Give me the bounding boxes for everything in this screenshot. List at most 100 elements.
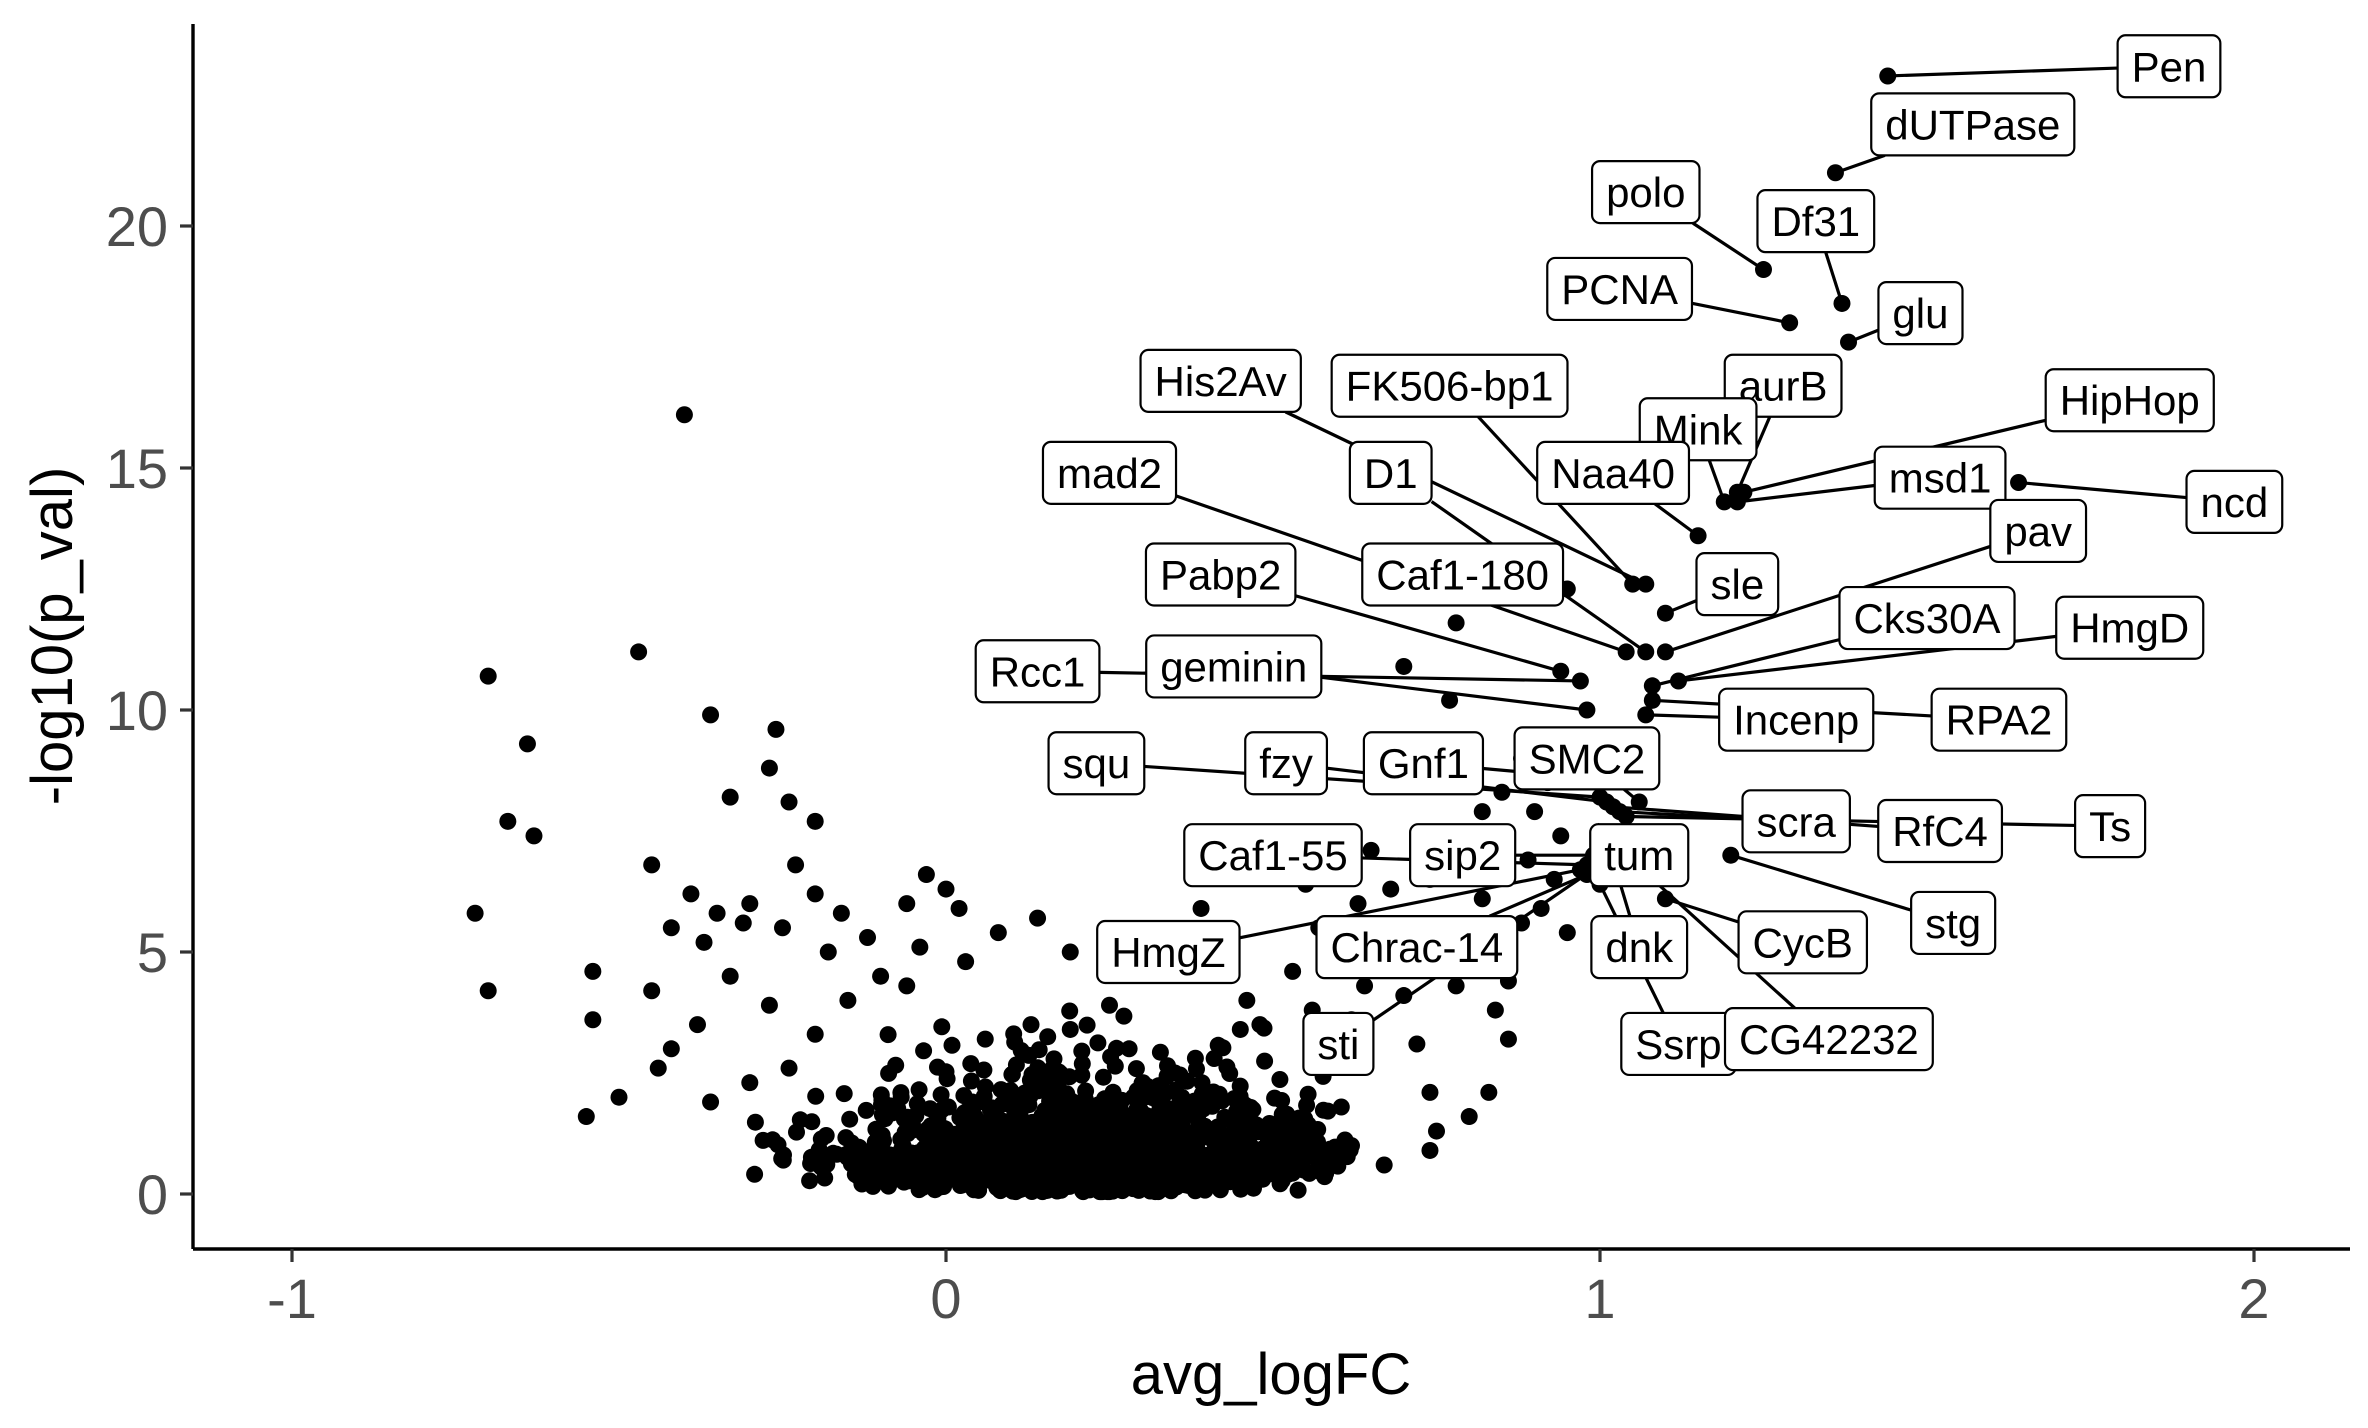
data-point: [1151, 1043, 1169, 1061]
gene-label-hmgz: HmgZ: [1111, 929, 1225, 976]
gene-label-msd1: msd1: [1889, 455, 1992, 502]
gene-label-sle: sle: [1710, 561, 1764, 608]
data-point: [1082, 1143, 1100, 1161]
data-point: [764, 1131, 782, 1149]
data-point: [1155, 1085, 1173, 1103]
data-point: [1005, 1098, 1023, 1116]
gene-label-chrac-14: Chrac-14: [1331, 924, 1504, 971]
data-point: [915, 1125, 933, 1143]
data-point: [1071, 1129, 1089, 1147]
gene-label-box-df31: [1756, 189, 1876, 254]
data-point: [954, 1157, 972, 1175]
gene-label-box-geminin: [1145, 634, 1323, 699]
data-point: [1073, 1042, 1091, 1060]
gene-label-box-rcc1: [974, 639, 1101, 704]
data-point: [1061, 1020, 1079, 1038]
data-point: [1196, 1117, 1214, 1135]
data-point: [1231, 1020, 1249, 1038]
gene-label-pav: pav: [2004, 508, 2072, 555]
gene-label-box-scra: [1741, 789, 1851, 854]
data-point: [1127, 1060, 1145, 1078]
data-point: [1078, 1016, 1096, 1034]
data-point: [1317, 1164, 1335, 1182]
data-point: [1408, 1035, 1426, 1053]
data-point: [885, 1170, 903, 1188]
gene-label-box-d1: [1348, 440, 1433, 505]
data-point: [721, 967, 739, 985]
data-point: [1060, 1171, 1078, 1189]
data-point: [932, 1086, 950, 1104]
data-point: [915, 1042, 933, 1060]
data-point: [1421, 1141, 1439, 1159]
leader-line-pcna: [1691, 301, 1790, 325]
data-point: [819, 943, 837, 961]
gene-label-box-rfc4: [1877, 798, 2004, 864]
data-point: [791, 1111, 809, 1129]
leader-line-df31: [1824, 251, 1844, 304]
data-point: [1194, 1100, 1212, 1118]
data-point: [1061, 943, 1079, 961]
data-point: [855, 1151, 872, 1168]
data-point: [910, 1081, 928, 1099]
data-point: [1098, 1099, 1116, 1117]
data-point: [499, 812, 517, 830]
data-point: [943, 1036, 961, 1054]
data-point: [1279, 1165, 1297, 1183]
data-point: [1480, 1083, 1498, 1101]
data-point: [721, 788, 739, 806]
gene-label-dutpase: dUTPase: [1885, 101, 2060, 148]
data-point: [1194, 1157, 1212, 1175]
data-point: [939, 1098, 957, 1116]
data-point: [1271, 1071, 1289, 1088]
data-point: [1003, 1065, 1021, 1083]
data-point: [806, 812, 824, 830]
gene-label-rfc4: RfC4: [1892, 808, 1988, 855]
data-point: [695, 933, 713, 951]
gene-label-box-smc2: [1513, 726, 1661, 791]
leader-line-pabp2: [1294, 594, 1562, 673]
data-point: [873, 1096, 890, 1113]
data-point: [1029, 909, 1047, 927]
data-point: [1089, 1034, 1107, 1052]
data-point: [775, 1146, 792, 1164]
gene-label-polo: polo: [1606, 169, 1685, 216]
data-point: [780, 793, 798, 811]
data-point: [780, 1059, 798, 1077]
data-point: [584, 962, 602, 980]
gene-label-box-tum: [1589, 823, 1690, 888]
data-point: [1020, 1046, 1038, 1064]
data-point: [857, 1101, 875, 1119]
data-point: [1166, 1064, 1184, 1082]
data-point: [832, 904, 850, 922]
gene-label-box-caf1-180: [1361, 542, 1565, 607]
gene-label-mad2: mad2: [1057, 450, 1162, 497]
data-point: [1251, 1016, 1269, 1034]
data-point: [1073, 1055, 1091, 1073]
data-point: [1192, 899, 1210, 917]
data-point: [1299, 1133, 1317, 1151]
data-point: [1106, 1057, 1124, 1075]
data-point: [1321, 1140, 1339, 1158]
leader-line-pav: [1664, 544, 1991, 654]
y-tick-label: 0: [137, 1163, 168, 1226]
data-point: [525, 827, 543, 845]
gene-label-ncd: ncd: [2201, 479, 2269, 526]
data-point: [767, 720, 785, 738]
data-point: [1064, 1093, 1082, 1111]
data-point: [1034, 1122, 1051, 1140]
data-point: [643, 856, 661, 874]
data-point: [1208, 1136, 1226, 1154]
y-tick-label: 15: [106, 437, 168, 500]
gene-label-geminin: geminin: [1160, 643, 1307, 690]
data-point: [1124, 1088, 1142, 1106]
gene-label-box-caf1-55: [1183, 823, 1363, 888]
data-point: [1101, 996, 1118, 1014]
gene-label-cg42232: CG42232: [1739, 1016, 1919, 1063]
gene-label-tum: tum: [1604, 832, 1674, 879]
gene-label-box-sip2: [1409, 823, 1517, 888]
gene-label-caf1-55: Caf1-55: [1198, 832, 1347, 879]
leader-line-hmgz: [1239, 868, 1581, 940]
data-point: [682, 885, 700, 903]
leader-line-glu: [1847, 328, 1880, 344]
gene-label-box-polo: [1590, 160, 1701, 225]
